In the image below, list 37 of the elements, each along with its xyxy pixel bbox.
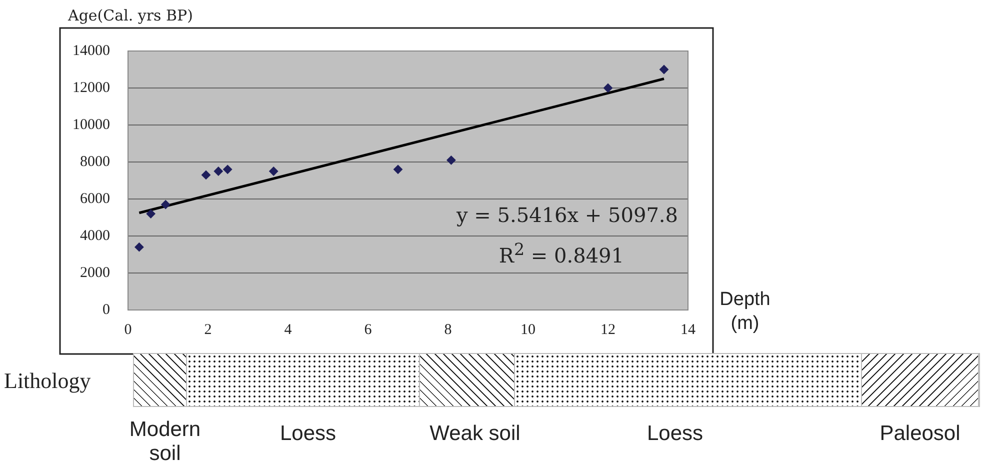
text: Modern soil bbox=[128, 418, 202, 466]
point bbox=[660, 65, 668, 74]
point bbox=[604, 84, 612, 92]
x-tick-label: 10 bbox=[520, 322, 536, 338]
x-tick-label: 14 bbox=[680, 322, 696, 338]
y-tick-label: 12000 bbox=[72, 80, 110, 96]
x-tick-label: 2 bbox=[204, 322, 212, 338]
point bbox=[214, 166, 223, 176]
annotation: R$^{2}$ = 0.8491 bbox=[498, 240, 624, 268]
x-tick-label: 12 bbox=[600, 322, 616, 338]
x-tick-label: 6 bbox=[364, 322, 372, 338]
y-axis-title: Age(Cal. yrs BP) bbox=[67, 6, 193, 24]
y-tick-label: 6000 bbox=[80, 190, 110, 207]
y-tick-label: 14000 bbox=[72, 42, 110, 59]
annotation: y = 5.5416x + 5097.8 bbox=[456, 203, 678, 227]
x-tick-label: 0 bbox=[124, 322, 132, 338]
y-tick-label: 8000 bbox=[80, 154, 110, 170]
point bbox=[394, 164, 402, 174]
point bbox=[134, 242, 144, 252]
point bbox=[146, 209, 156, 218]
point bbox=[269, 166, 278, 176]
y-tick-label: 4000 bbox=[80, 228, 110, 244]
point bbox=[202, 170, 210, 180]
x-tick-label: 8 bbox=[444, 322, 452, 338]
text: Loess bbox=[646, 422, 704, 446]
text: Loess bbox=[278, 422, 338, 446]
text: Paleosol bbox=[878, 422, 962, 446]
x-tick-label: 4 bbox=[284, 322, 292, 338]
x-axis-title: Depth (m) bbox=[720, 289, 770, 334]
text: Weak soil bbox=[428, 422, 522, 446]
y-tick-label: 0 bbox=[102, 302, 110, 318]
text: Lithology bbox=[4, 368, 91, 393]
point bbox=[446, 156, 456, 165]
y-tick-label: 10000 bbox=[72, 116, 110, 133]
point bbox=[223, 164, 232, 174]
point bbox=[161, 200, 170, 210]
y-tick-label: 2000 bbox=[80, 264, 110, 281]
